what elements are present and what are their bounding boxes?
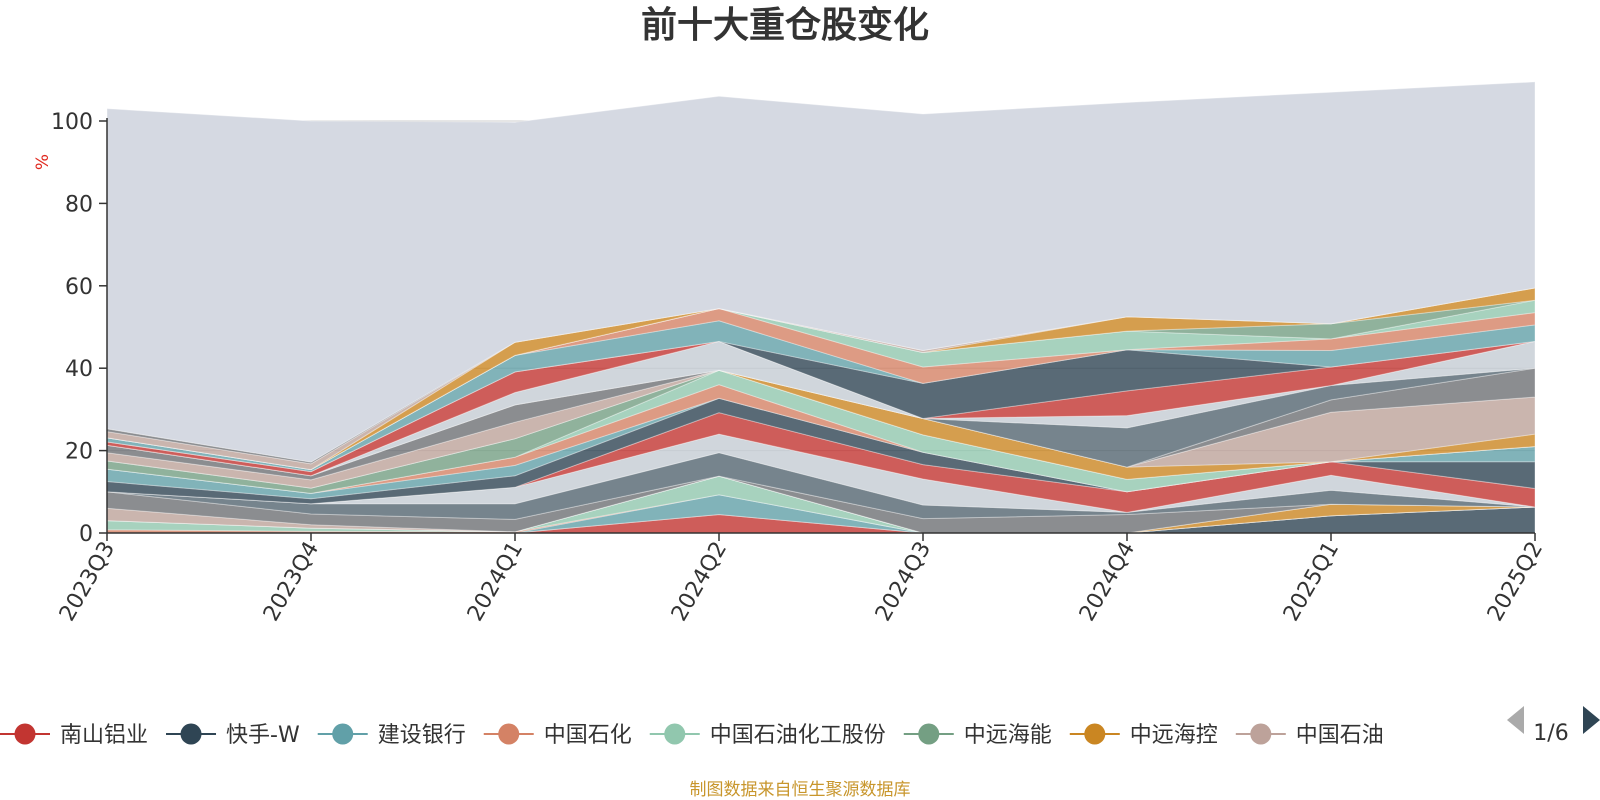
y-tick-label: 80 (65, 192, 93, 217)
y-axis-unit: % (33, 154, 53, 170)
y-tick-label: 20 (65, 440, 93, 465)
legend-item[interactable]: 建设银行 (317, 723, 466, 748)
x-tick-label: 2024Q1 (463, 538, 528, 626)
legend-label: 中国石化 (544, 723, 632, 748)
legend-label: 中国石油 (1296, 723, 1384, 748)
legend: 南山铝业 快手-W 建设银行 中国石化 中国石油化工股份 中远海能 中远海控 中国石油 (0, 723, 1384, 748)
legend-marker (498, 723, 520, 745)
x-tick-label: 2023Q3 (55, 538, 120, 626)
legend-label: 建设银行 (378, 723, 466, 748)
legend-next-icon[interactable] (1583, 706, 1600, 734)
legend-item[interactable]: 中国石油化工股份 (649, 723, 886, 748)
legend-item[interactable]: 快手-W (166, 723, 300, 748)
legend-label: 快手-W (226, 723, 300, 748)
area-series-27 (106, 299, 1536, 471)
area-series-20 (106, 367, 1536, 481)
legend-label: 中远海控 (1130, 723, 1218, 748)
chart-title: 前十大重仓股变化 (641, 4, 929, 46)
legend-label: 中远海能 (964, 723, 1052, 748)
legend-marker (180, 723, 202, 745)
legend-label: 南山铝业 (60, 723, 148, 748)
y-tick-label: 40 (65, 357, 93, 382)
legend-marker (1084, 723, 1106, 745)
data-source-note: 制图数据来自恒生聚源数据库 (690, 780, 911, 800)
area-series-25 (106, 320, 1536, 473)
y-tick-label: 60 (65, 275, 93, 300)
x-tick-label: 2024Q3 (871, 538, 936, 626)
area-series-19 (106, 369, 1536, 489)
legend-marker (918, 723, 940, 745)
stacked-areas (106, 81, 1536, 534)
legend-marker (14, 723, 36, 745)
legend-item[interactable]: 中远海能 (903, 723, 1052, 748)
x-tick-label: 2025Q2 (1483, 538, 1548, 626)
area-series-32 (106, 81, 1536, 463)
legend-label: 中国石油化工股份 (710, 723, 886, 748)
x-tick-label: 2024Q4 (1075, 538, 1140, 626)
legend-marker (664, 723, 686, 745)
legend-prev-icon[interactable] (1507, 706, 1524, 734)
area-series-26 (106, 307, 1536, 471)
x-tick-label: 2025Q1 (1279, 538, 1344, 626)
y-tick-label: 100 (51, 110, 93, 135)
area-series-22 (106, 340, 1536, 477)
legend-pager: 1/6 (1507, 706, 1600, 746)
legend-page-indicator: 1/6 (1533, 721, 1568, 746)
legend-item[interactable]: 南山铝业 (0, 723, 148, 748)
legend-item[interactable]: 中国石油 (1235, 723, 1384, 748)
legend-item[interactable]: 中国石化 (483, 723, 632, 748)
x-tick-label: 2024Q2 (667, 538, 732, 626)
legend-marker (1250, 723, 1272, 745)
legend-item[interactable]: 中远海控 (1069, 723, 1218, 748)
x-tick-label: 2023Q4 (259, 538, 324, 626)
y-tick-label: 0 (79, 522, 93, 547)
legend-marker (332, 723, 354, 745)
area-series-13 (106, 397, 1536, 505)
